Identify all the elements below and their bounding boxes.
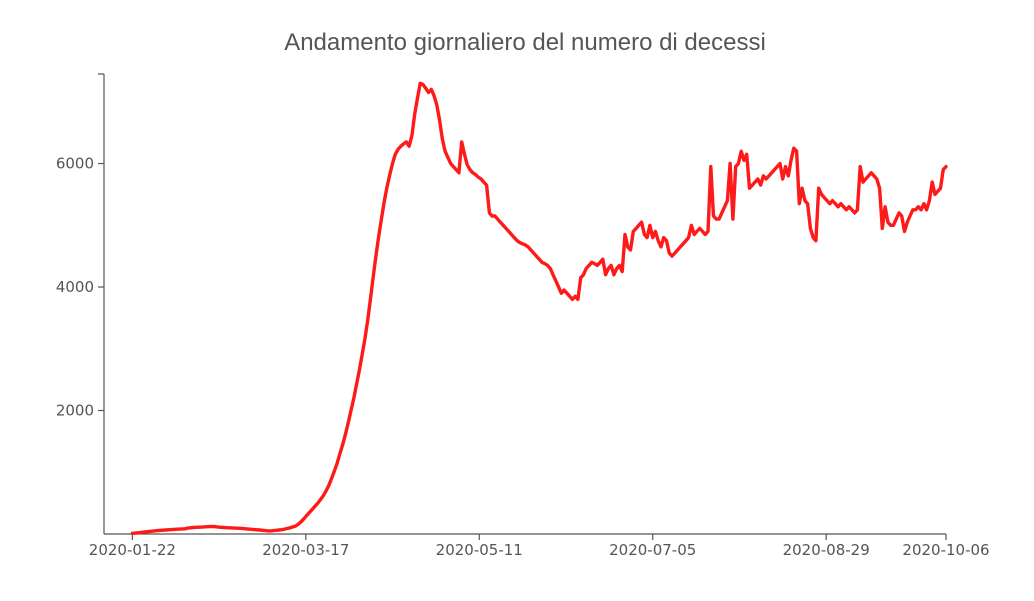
series-layer bbox=[130, 81, 948, 535]
y-tick-label: 4000 bbox=[56, 278, 94, 296]
chart-title: Andamento giornaliero del numero di dece… bbox=[284, 29, 766, 56]
y-tick-label: 2000 bbox=[56, 402, 94, 420]
x-tick-label: 2020-10-06 bbox=[902, 541, 989, 559]
y-tick-label: 6000 bbox=[56, 155, 94, 173]
x-tick-label: 2020-03-17 bbox=[262, 541, 349, 559]
x-tick-label: 2020-01-22 bbox=[89, 541, 176, 559]
x-tick-label: 2020-07-05 bbox=[609, 541, 696, 559]
axes: 2000 4000 6000 2020-01-22 2020-03-17 2020-05-… bbox=[56, 73, 990, 559]
x-tick-label: 2020-05-11 bbox=[436, 541, 523, 559]
series-line bbox=[130, 81, 948, 535]
x-tick-label: 2020-08-29 bbox=[783, 541, 870, 559]
